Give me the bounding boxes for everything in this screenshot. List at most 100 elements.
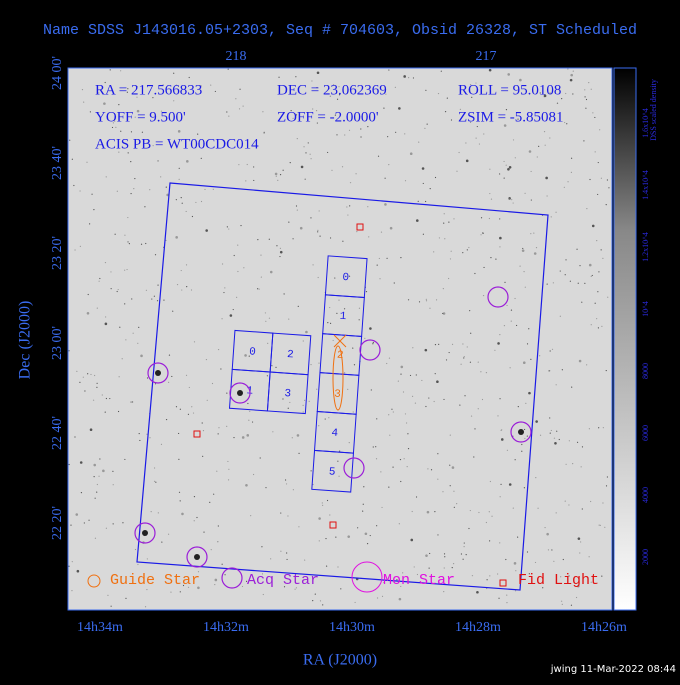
star: [247, 402, 249, 405]
star: [526, 435, 528, 437]
star: [238, 164, 240, 166]
star: [451, 343, 454, 345]
star: [591, 224, 595, 228]
bottom-tick-label: 14h32m: [203, 620, 249, 635]
star: [348, 442, 350, 444]
star: [157, 284, 159, 286]
star: [443, 222, 445, 224]
star: [88, 519, 90, 521]
star: [150, 511, 152, 513]
star: [357, 527, 359, 529]
star: [497, 415, 499, 417]
star: [486, 579, 488, 581]
star: [339, 450, 341, 452]
info: ZSIM = -5.85081: [458, 109, 564, 125]
star: [272, 431, 274, 433]
star: [392, 411, 394, 413]
colorbar-tick-label: 1.6x10^4: [641, 108, 650, 138]
star: [329, 322, 332, 324]
star: [503, 124, 507, 127]
star: [347, 388, 349, 390]
star: [555, 211, 557, 213]
star: [375, 458, 378, 460]
star: [68, 565, 70, 567]
star: [279, 247, 281, 249]
star: [229, 314, 233, 317]
star: [488, 68, 492, 72]
colorbar-tick-label: 6000: [641, 425, 650, 441]
star: [584, 282, 586, 284]
star: [94, 497, 96, 499]
star: [508, 483, 512, 486]
star: [112, 122, 114, 124]
star: [228, 228, 230, 230]
fid-lights: [193, 223, 364, 529]
star: [103, 102, 106, 105]
star: [521, 450, 523, 452]
star: [453, 490, 455, 492]
star: [257, 239, 259, 241]
star: [309, 153, 311, 155]
star: [217, 433, 219, 435]
chip-label: 3: [284, 388, 291, 400]
star: [409, 374, 412, 377]
left-tick-label: 22 20': [50, 506, 65, 540]
star: [577, 537, 581, 540]
star: [409, 152, 413, 155]
star: [580, 466, 582, 468]
star: [425, 298, 427, 300]
star: [598, 427, 600, 429]
star: [561, 98, 563, 100]
star: [388, 69, 390, 71]
star: [369, 327, 372, 330]
star: [344, 134, 346, 136]
star: [352, 411, 354, 413]
star: [504, 281, 506, 283]
star: [261, 546, 263, 548]
star: [489, 575, 491, 577]
star: [171, 375, 173, 378]
star: [523, 428, 526, 431]
star: [155, 370, 161, 376]
star: [245, 483, 248, 487]
star: [463, 542, 465, 544]
star: [565, 463, 567, 465]
star: [224, 574, 226, 576]
star: [485, 521, 487, 524]
star: [200, 200, 203, 203]
star: [246, 434, 250, 437]
star: [592, 112, 594, 114]
star: [112, 523, 114, 525]
legend-label: Acq Star: [247, 572, 319, 589]
star: [453, 218, 455, 220]
star: [178, 178, 180, 181]
star: [398, 597, 402, 601]
star: [412, 347, 414, 349]
star: [223, 291, 225, 294]
star: [565, 92, 567, 95]
star: [408, 77, 410, 79]
star: [474, 272, 476, 275]
star: [153, 480, 156, 482]
star: [387, 136, 389, 138]
chip-label: 2: [336, 350, 343, 362]
star: [244, 354, 247, 357]
star: [376, 597, 379, 599]
star: [358, 319, 360, 321]
star: [394, 86, 396, 89]
star: [200, 85, 202, 87]
star: [116, 190, 118, 192]
star: [505, 164, 507, 166]
star: [459, 404, 461, 406]
star: [286, 558, 288, 561]
star: [277, 179, 279, 181]
star: [304, 178, 306, 180]
stars: [68, 68, 610, 608]
star: [340, 588, 342, 590]
star: [590, 500, 592, 503]
star: [341, 166, 344, 168]
star: [332, 339, 334, 342]
star: [263, 132, 265, 134]
star: [118, 151, 120, 153]
star: [429, 552, 431, 555]
